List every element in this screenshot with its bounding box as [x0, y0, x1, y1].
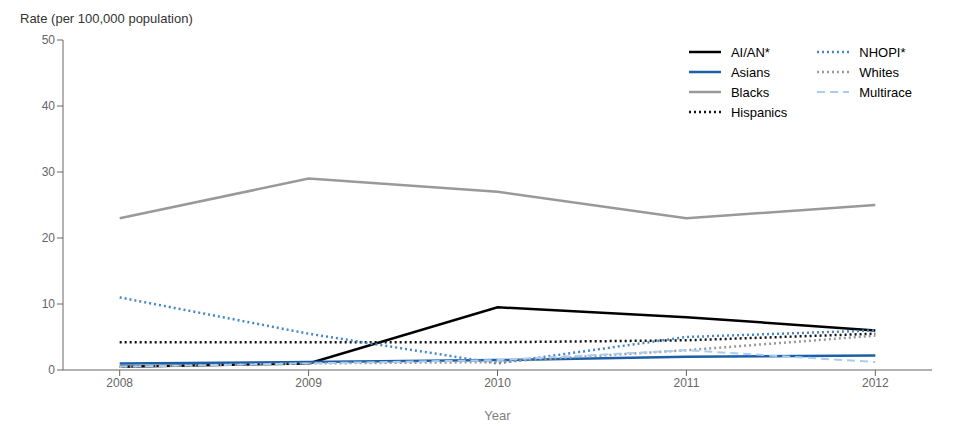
html-text:Whites: Whites [859, 64, 899, 80]
svg-text:2012: 2012 [862, 376, 889, 390]
html-text:Hispanics: Hispanics [730, 104, 788, 120]
svg-text:2010: 2010 [484, 376, 511, 390]
svg-text:2011: 2011 [674, 376, 700, 390]
html-text:Rate (per 100,000 population): Rate (per 100,000 population) [20, 11, 193, 26]
html-text:Blacks: Blacks [730, 84, 770, 100]
svg-text:10: 10 [42, 297, 56, 311]
svg-text:Year: Year [484, 408, 511, 423]
svg-text:2008: 2008 [106, 376, 133, 390]
html-text:AI/AN*: AI/AN* [730, 44, 770, 60]
html-text:Multirace: Multirace [859, 84, 912, 100]
svg-text:50: 50 [42, 33, 56, 47]
svg-text:20: 20 [42, 231, 56, 245]
svg-text:30: 30 [42, 165, 56, 179]
svg-text:0: 0 [48, 363, 55, 377]
html-text:NHOPI*: NHOPI* [859, 44, 906, 60]
html-text:Asians: Asians [730, 64, 770, 80]
svg-text:40: 40 [42, 99, 56, 113]
svg-text:2009: 2009 [295, 376, 322, 390]
